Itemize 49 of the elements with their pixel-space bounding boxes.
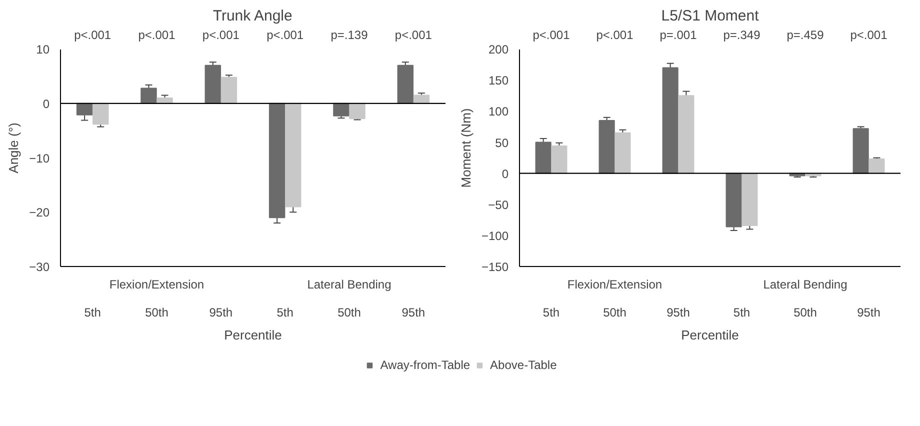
text: p<.001 — [266, 28, 304, 42]
y-tick-label: 100 — [488, 104, 509, 119]
y-tick-label: 200 — [488, 42, 509, 57]
x-tick-label: 5th — [276, 306, 294, 320]
y-tick-label: −30 — [29, 260, 50, 274]
legend-label: Above-Table — [490, 358, 557, 372]
text: Flexion/Extension — [109, 278, 204, 292]
x-tick-label: 50th — [794, 306, 817, 320]
x-tick-label: 50th — [145, 306, 168, 320]
text: p<.001 — [596, 28, 634, 42]
y-tick-label: −150 — [481, 260, 509, 274]
y-axis-title: Angle (°) — [6, 122, 22, 174]
y-tick-label: −10 — [29, 151, 50, 166]
x-axis-title: Percentile — [681, 328, 739, 342]
chart-title: L5/S1 Moment — [661, 8, 760, 24]
text: p=.001 — [660, 28, 698, 42]
x-tick-label: 5th — [542, 306, 560, 320]
x-tick-label: 5th — [84, 306, 101, 320]
text: Flexion/Extension — [567, 278, 662, 292]
text: p=.139 — [330, 28, 368, 42]
legend-label: Away-from-Table — [380, 358, 470, 372]
y-tick-label: 50 — [495, 136, 509, 150]
text: p<.001 — [850, 28, 888, 42]
y-tick-label: −50 — [488, 198, 509, 212]
x-tick-label: 95th — [209, 306, 233, 320]
x-tick-label: 50th — [603, 306, 626, 320]
text: p<.001 — [202, 28, 240, 42]
text: p<.001 — [532, 28, 570, 42]
x-tick-label: 95th — [402, 306, 426, 320]
x-axis-title: Percentile — [224, 328, 282, 342]
text: p<.001 — [394, 28, 432, 42]
text: p<.001 — [138, 28, 176, 42]
x-tick-label: 5th — [733, 306, 750, 320]
text: Lateral Bending — [763, 278, 848, 292]
y-tick-label: 0 — [502, 166, 509, 181]
x-tick-label: 50th — [338, 306, 361, 320]
y-tick-label: 10 — [36, 42, 50, 57]
y-tick-label: −100 — [481, 228, 509, 243]
text: p=.349 — [723, 28, 761, 42]
text: Lateral Bending — [307, 278, 392, 292]
x-tick-label: 95th — [857, 306, 880, 320]
y-tick-label: 0 — [42, 96, 50, 111]
chart-title: Trunk Angle — [212, 8, 292, 24]
y-tick-label: −20 — [29, 206, 50, 220]
y-tick-label: 150 — [488, 74, 509, 88]
text: p=.459 — [786, 28, 824, 42]
text: p<.001 — [74, 28, 112, 42]
y-axis-title: Moment (Nm) — [458, 108, 474, 188]
x-tick-label: 95th — [666, 306, 690, 320]
